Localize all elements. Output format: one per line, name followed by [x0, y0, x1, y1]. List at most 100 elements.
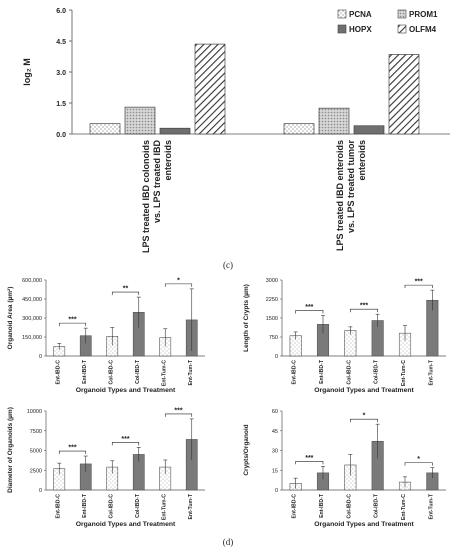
d3-significance-bracket — [58, 450, 87, 455]
d1-x-axis-title: Organoid Types and Treatment — [76, 387, 176, 394]
d3-significance-bracket — [111, 442, 140, 446]
c-category-line: vs. LPS treated tumor — [346, 140, 356, 234]
d4-significance-bracket — [404, 462, 433, 466]
d2-x-axis-title: Organoid Types and Treatment — [314, 387, 414, 394]
c-ytick-label: 1.5 — [56, 101, 66, 108]
d2-significance-bracket — [404, 284, 433, 289]
c-y-axis-title: log₂ M — [22, 58, 32, 86]
d2-significance-label: *** — [360, 303, 368, 310]
d2-significance-label: *** — [305, 304, 313, 311]
d4-significance-label: * — [363, 413, 366, 420]
d3-significance-bracket — [164, 413, 193, 417]
c-category-line: vs. LPS treated IBD — [152, 140, 162, 224]
d4-ytick-label: 15 — [272, 468, 278, 474]
d3-xtick-label: Ent-IBD-T — [82, 493, 88, 518]
d3-xtick-label: Ent-Tum-C — [161, 494, 167, 520]
d3-significance-label: *** — [68, 445, 76, 452]
c-category-line: LPS treated IBD colonoids — [141, 140, 151, 253]
d2-xtick-label: Ent-Tum-C — [401, 360, 407, 386]
c-category-label: LPS treated IBD enteroidsvs. LPS treated… — [335, 140, 367, 252]
d2-significance-label: *** — [415, 279, 423, 286]
d1-xtick-label: Ent-Tum-C — [161, 360, 167, 386]
c-legend-label: PCNA — [349, 10, 372, 19]
c-legend-label: OLFM4 — [409, 25, 437, 34]
d3-xtick-label: Ent-Tum-T — [188, 493, 194, 519]
d4-significance-label: * — [417, 456, 420, 463]
d1-significance-bracket — [58, 322, 87, 327]
d4-significance-bracket — [295, 461, 324, 465]
d3-xtick-label: Col-IBD-C — [108, 494, 114, 519]
c-legend-swatch — [337, 24, 347, 34]
d4-significance-bracket — [350, 418, 378, 423]
d4-xtick-label: Ent-Tum-C — [401, 494, 407, 520]
d2-significance-bracket — [350, 308, 378, 313]
c-bar — [283, 123, 315, 135]
d2-ytick-label: 0 — [275, 354, 278, 360]
d2-xtick-label: Col-IBD-C — [346, 360, 352, 385]
d1-significance-label: *** — [68, 317, 76, 324]
c-ytick-label: 3.0 — [56, 70, 66, 77]
d4-xtick-label: Ent-Tum-T — [428, 493, 434, 519]
d1-ytick-label: 0 — [39, 354, 42, 360]
c-bar — [353, 125, 385, 135]
c-category-line: LPS treated IBD enteroids — [335, 140, 345, 251]
c-ytick-label: 0.0 — [56, 132, 66, 139]
d4-xtick-label: Col-IBD-T — [374, 493, 380, 518]
d3-xtick-label: Col-IBD-T — [135, 493, 141, 518]
c-legend-label: PROM1 — [409, 10, 438, 19]
d3-y-axis-title: Diameter of Organoids (µm) — [7, 407, 14, 493]
d1-significance-label: ** — [123, 286, 129, 293]
d1-ytick-label: 600,000 — [22, 278, 42, 284]
panel-c-label: (c) — [223, 260, 233, 270]
c-bar — [124, 106, 156, 135]
d1-xtick-label: Col-IBD-T — [135, 359, 141, 384]
d4-xtick-label: Ent-IBD-C — [292, 494, 298, 519]
d2-y-axis-title: Length of Crypts (µm) — [243, 284, 250, 352]
d4-xtick-label: Ent-IBD-T — [319, 493, 325, 518]
c-bar — [194, 43, 226, 135]
d3-significance-label: *** — [121, 436, 129, 443]
c-category-label: LPS treated IBD colonoidsvs. LPS treated… — [141, 140, 173, 254]
d1-y-axis-title: Organoid Area (µm²) — [7, 287, 14, 350]
c-legend-swatch — [397, 24, 407, 34]
d3-xtick-label: Ent-IBD-C — [55, 494, 61, 519]
d1-xtick-label: Ent-IBD-T — [82, 359, 88, 384]
d1-ytick-label: 450,000 — [22, 297, 42, 303]
d3-significance-label: *** — [174, 407, 182, 414]
d2-ytick-label: 2250 — [266, 297, 278, 303]
d1-significance-bracket — [164, 283, 193, 287]
d4-ytick-label: 60 — [272, 409, 278, 415]
d1-xtick-label: Ent-IBD-C — [55, 360, 61, 385]
c-ytick-label: 4.5 — [56, 39, 66, 46]
d3-x-axis-title: Organoid Types and Treatment — [76, 521, 176, 528]
panel-d-label: (d) — [223, 537, 234, 547]
d1-xtick-label: Ent-Tum-T — [188, 359, 194, 385]
d2-xtick-label: Ent-IBD-T — [319, 359, 325, 384]
c-ytick-label: 6.0 — [56, 8, 66, 15]
d3-ytick-label: 2500 — [30, 468, 42, 474]
d2-xtick-label: Ent-Tum-T — [428, 359, 434, 385]
d3-ytick-label: 10000 — [27, 409, 42, 415]
d2-xtick-label: Ent-IBD-C — [292, 360, 298, 385]
d1-ytick-label: 300,000 — [22, 316, 42, 322]
d3-ytick-label: 7500 — [30, 429, 42, 435]
d3-ytick-label: 0 — [39, 488, 42, 494]
d2-ytick-label: 3000 — [266, 278, 278, 284]
d1-significance-label: * — [177, 277, 180, 284]
d4-xtick-label: Col-IBD-C — [346, 494, 352, 519]
c-bar — [318, 107, 350, 135]
c-category-line: enteroids — [163, 140, 173, 181]
d2-xtick-label: Col-IBD-T — [374, 359, 380, 384]
d3-ytick-label: 5000 — [30, 449, 42, 455]
d1-ytick-label: 150,000 — [22, 335, 42, 341]
d4-ytick-label: 30 — [272, 449, 278, 455]
d2-ytick-label: 1500 — [266, 316, 278, 322]
d4-significance-label: *** — [305, 455, 313, 462]
c-legend-swatch — [397, 9, 407, 19]
d1-significance-bracket — [111, 291, 140, 296]
d1-xtick-label: Col-IBD-C — [108, 360, 114, 385]
c-bar — [388, 54, 420, 135]
c-bar — [89, 123, 121, 135]
d4-x-axis-title: Organoid Types and Treatment — [314, 521, 414, 528]
